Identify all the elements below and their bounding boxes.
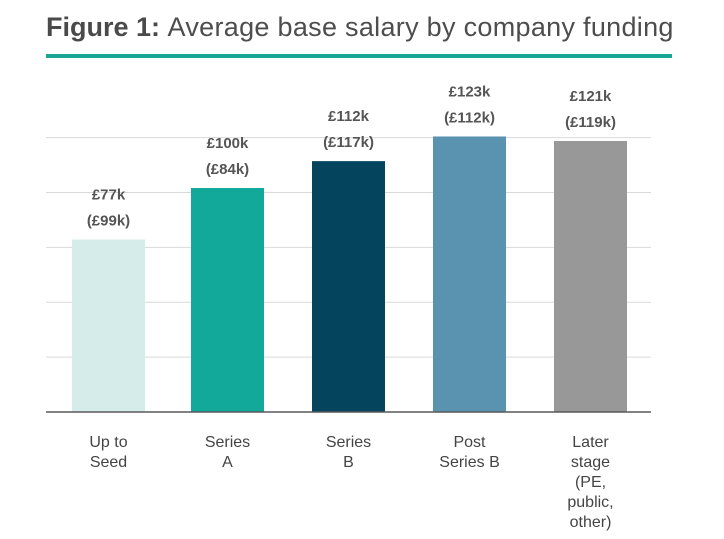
category-label: (PE,	[575, 474, 606, 491]
data-label-value: £112k	[328, 108, 370, 125]
category-label: Later	[572, 434, 609, 451]
data-label-value: £121k	[570, 88, 612, 105]
category-label: Up to	[89, 434, 127, 451]
data-label-secondary: (£84k)	[206, 161, 249, 178]
category-label: Series	[205, 434, 250, 451]
category-label: Seed	[90, 454, 127, 471]
category-label: Series	[326, 434, 371, 451]
title-underline	[46, 54, 672, 58]
category-label: stage	[571, 454, 610, 471]
bar-1	[72, 239, 145, 412]
data-label-secondary: (£117k)	[323, 134, 374, 151]
figure-title: Figure 1: Average base salary by company…	[46, 12, 674, 43]
data-label-secondary: (£99k)	[87, 213, 130, 230]
bar-4	[433, 136, 506, 413]
bar-3	[312, 161, 385, 412]
category-label: B	[343, 454, 354, 471]
category-label: public,	[567, 494, 613, 511]
figure-title-text: Average base salary by company funding	[167, 12, 674, 42]
bar-5	[554, 140, 627, 412]
category-label: A	[222, 454, 233, 471]
data-label-secondary: (£112k)	[444, 109, 495, 126]
category-label: other)	[570, 514, 612, 531]
data-label-value: £123k	[449, 83, 491, 100]
bar-2	[191, 188, 264, 412]
category-label: Post	[453, 434, 486, 451]
data-label-value: £100k	[207, 135, 249, 152]
data-label-secondary: (£119k)	[565, 114, 616, 131]
data-label-value: £77k	[92, 187, 126, 204]
category-label: Series B	[439, 454, 499, 471]
figure-title-prefix: Figure 1:	[46, 12, 161, 42]
